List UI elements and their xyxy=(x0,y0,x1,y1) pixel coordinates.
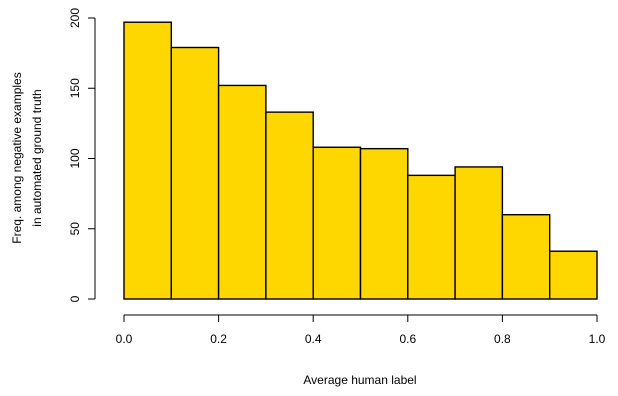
x-tick-label: 0.8 xyxy=(494,332,511,346)
x-tick-label: 0.4 xyxy=(305,332,322,346)
histogram-bar xyxy=(454,166,504,300)
x-tick-label: 0.0 xyxy=(116,332,133,346)
x-tick-label: 0.2 xyxy=(210,332,227,346)
histogram-bar xyxy=(312,146,362,300)
y-axis-label-line-2: in automated ground truth xyxy=(30,89,44,226)
x-tick-label: 1.0 xyxy=(589,332,606,346)
y-axis-label-line-1: Freq. among negative examples xyxy=(10,72,24,243)
histogram-bar xyxy=(170,46,220,300)
x-axis-label: Average human label xyxy=(303,373,416,387)
y-axis: 0 50 100 150 200 xyxy=(68,8,96,302)
y-tick-label: 150 xyxy=(68,78,82,98)
y-tick-label: 0 xyxy=(68,295,82,302)
histogram-bar xyxy=(549,250,598,300)
histogram-bar xyxy=(265,111,314,300)
histogram-bar xyxy=(123,21,172,300)
bars-group xyxy=(123,21,598,300)
y-tick-label: 100 xyxy=(68,148,82,168)
histogram-bar xyxy=(359,147,409,300)
y-tick-label: 200 xyxy=(68,8,82,28)
y-tick-label: 50 xyxy=(68,222,82,236)
x-tick-label: 0.6 xyxy=(399,332,416,346)
x-axis: 0.0 0.2 0.4 0.6 0.8 1.0 xyxy=(116,314,606,346)
histogram-bar xyxy=(217,84,267,300)
histogram-bar xyxy=(501,213,551,300)
histogram-bar xyxy=(407,174,456,300)
